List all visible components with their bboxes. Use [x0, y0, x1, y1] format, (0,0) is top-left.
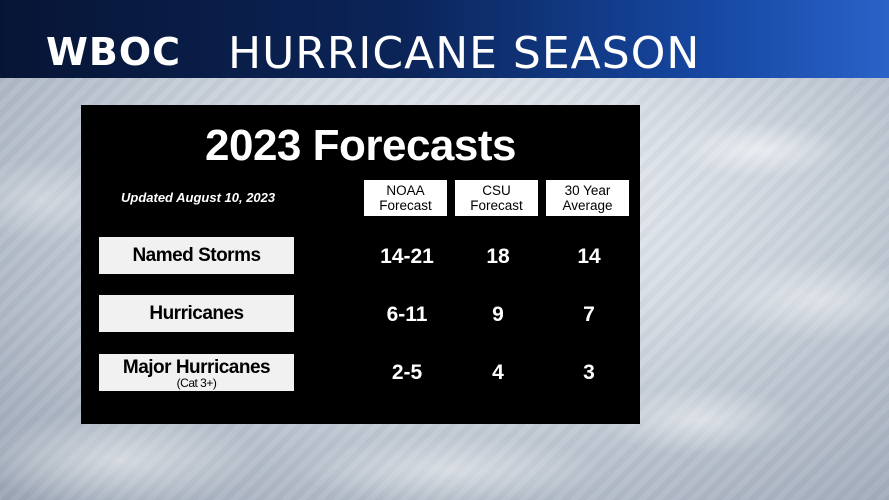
column-header-line1: NOAA — [386, 183, 425, 198]
value-csu-hurricanes: 9 — [492, 303, 504, 326]
header-banner: WBOC HURRICANE SEASON — [0, 0, 889, 79]
station-logo: WBOC — [46, 30, 182, 74]
value-csu-named-storms: 18 — [486, 245, 510, 268]
row-label-named-storms: Named Storms — [99, 237, 294, 274]
value-noaa-major-hurricanes: 2-5 — [391, 361, 423, 384]
column-header-line2: Forecast — [379, 198, 432, 213]
page-title: HURRICANE SEASON — [228, 28, 701, 79]
value-average-hurricanes: 7 — [583, 303, 595, 326]
updated-date: Updated August 10, 2023 — [121, 190, 276, 205]
column-header-noaa: NOAA Forecast — [364, 180, 447, 216]
panel-title: 2023 Forecasts — [205, 121, 517, 170]
column-header-line2: Forecast — [470, 198, 523, 213]
column-header-line1: CSU — [482, 183, 511, 198]
value-noaa-named-storms: 14-21 — [380, 245, 434, 268]
column-header-line2: Average — [562, 198, 613, 213]
column-header-30yr-average: 30 Year Average — [546, 180, 629, 216]
value-average-named-storms: 14 — [577, 245, 601, 268]
row-label-text: Hurricanes — [149, 302, 244, 324]
value-noaa-hurricanes: 6-11 — [386, 303, 428, 326]
value-csu-major-hurricanes: 4 — [492, 361, 504, 384]
column-header-line1: 30 Year — [564, 183, 611, 198]
row-label-hurricanes: Hurricanes — [99, 295, 294, 332]
value-average-major-hurricanes: 3 — [583, 361, 595, 384]
column-header-csu: CSU Forecast — [455, 180, 538, 216]
row-label-subtext: (Cat 3+) — [176, 375, 217, 390]
forecast-panel: 2023 Forecasts Updated August 10, 2023 N… — [81, 105, 640, 424]
row-label-text: Named Storms — [132, 244, 261, 266]
row-label-major-hurricanes: Major Hurricanes (Cat 3+) — [99, 354, 294, 391]
row-label-text: Major Hurricanes — [122, 356, 271, 378]
